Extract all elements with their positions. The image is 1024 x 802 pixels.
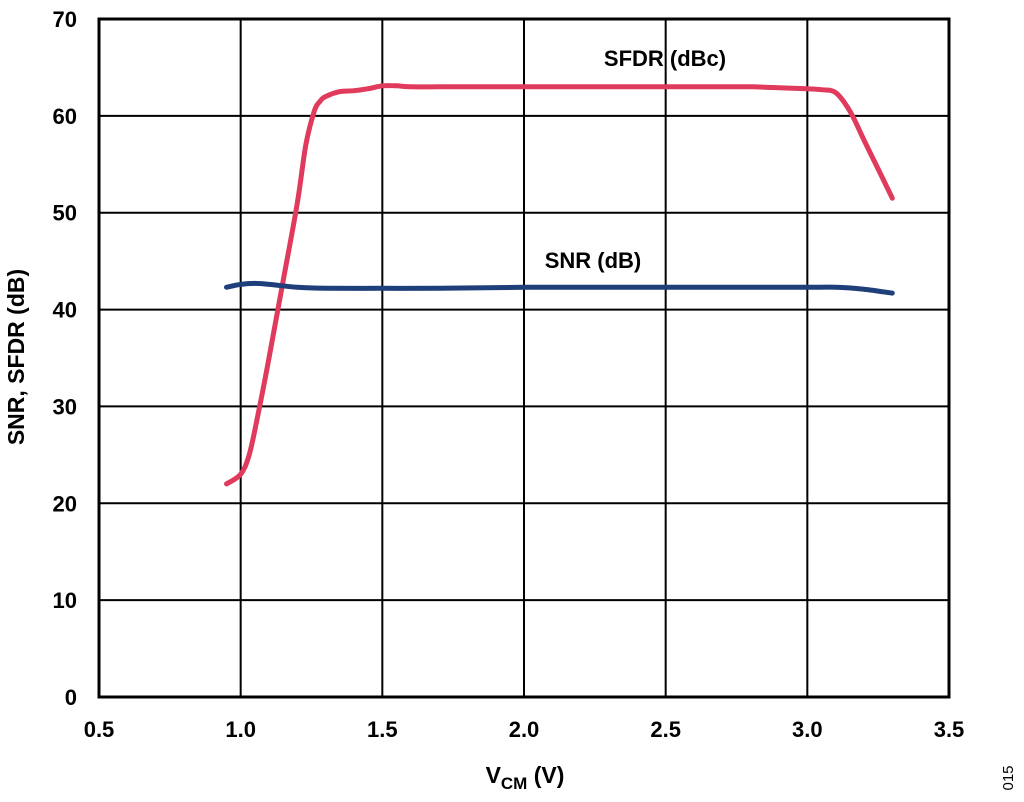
x-tick-label: 1.0 (225, 717, 256, 742)
series-line-sfdr (224, 83, 895, 487)
y-tick-labels: 0 10 20 30 40 50 60 70 (53, 7, 77, 710)
y-tick-label: 20 (53, 491, 77, 516)
x-axis-title-unit: (V) (527, 762, 564, 788)
y-tick-label: 30 (53, 394, 77, 419)
y-tick-label: 0 (65, 685, 77, 710)
x-axis-title-subscript: CM (501, 774, 527, 793)
x-tick-labels: 0.5 1.0 1.5 2.0 2.5 3.0 3.5 (84, 717, 965, 742)
grid (98, 18, 950, 698)
x-tick-label: 0.5 (84, 717, 115, 742)
series-label-snr: SNR (dB) (545, 248, 642, 273)
y-tick-label: 70 (53, 7, 77, 32)
x-axis-title-main: V (486, 762, 502, 788)
y-axis-title: SNR, SFDR (dB) (3, 269, 29, 445)
y-tick-label: 50 (53, 201, 77, 226)
x-tick-label: 3.0 (792, 717, 823, 742)
y-tick-label: 40 (53, 298, 77, 323)
y-tick-label: 10 (53, 588, 77, 613)
x-tick-label: 2.0 (509, 717, 540, 742)
x-tick-label: 2.5 (650, 717, 681, 742)
series-label-sfdr: SFDR (dBc) (604, 46, 726, 71)
figure-id: 015 (1000, 765, 1017, 790)
x-axis-title: VCM (V) (486, 762, 565, 793)
series-lines (224, 83, 895, 487)
x-tick-label: 3.5 (934, 717, 965, 742)
series-labels: SFDR (dBc) SNR (dB) (545, 46, 726, 273)
plot-frame (97, 17, 951, 699)
y-tick-label: 60 (53, 104, 77, 129)
x-tick-label: 1.5 (367, 717, 398, 742)
series-line-snr (224, 280, 895, 296)
